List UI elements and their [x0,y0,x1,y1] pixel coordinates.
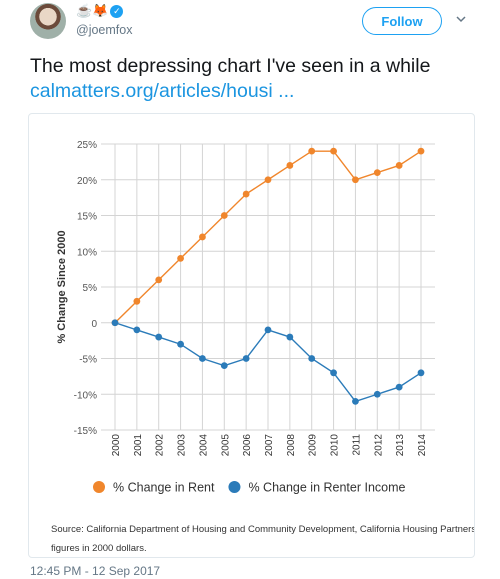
legend-marker [228,481,241,493]
x-tick-label: 2008 [286,434,297,457]
y-tick-label: 5% [83,283,98,294]
y-axis-label: % Change Since 2000 [56,230,68,343]
data-point [220,212,228,219]
data-point [417,369,425,377]
x-tick-label: 2002 [155,434,166,457]
data-point [352,176,359,184]
data-point [242,190,250,198]
y-tick-label: -10% [74,390,97,401]
y-tick-label: -5% [79,355,97,366]
data-point [199,233,206,241]
legend-label: % Change in Renter Income [248,481,405,495]
data-point [133,326,141,334]
data-point [352,398,359,405]
x-tick-label: 2014 [417,434,428,457]
y-tick-label: 25% [77,140,97,151]
x-tick-label: 2011 [351,434,362,456]
data-point [199,355,206,362]
x-tick-label: 2010 [330,434,341,457]
data-point [177,255,184,262]
line-chart: 25% 20% 15% 10% 5% 0 -5% -10% -15% 2000 2001 2002 20… [51,140,474,554]
data-point [395,383,403,391]
tweet-timestamp[interactable]: 12:45 PM - 12 Sep 2017 [30,564,161,578]
data-point [330,147,337,155]
data-point [330,369,337,377]
x-tick-label: 2009 [308,434,319,457]
data-point [111,319,119,327]
data-point [177,340,184,348]
x-tick-label: 2004 [198,434,209,457]
data-point [417,147,425,155]
avatar[interactable] [30,3,66,39]
display-name[interactable]: ☕🦊 ✓ [76,3,124,19]
y-tick-label: 15% [77,212,97,223]
follow-button[interactable]: Follow [362,7,442,35]
source-note: Source: California Department of Housing… [51,524,474,535]
display-name-emoji: ☕🦊 [76,3,109,18]
data-point [133,297,141,305]
data-point [155,333,163,341]
x-tick-label: 2007 [264,434,275,457]
verified-icon: ✓ [110,5,124,18]
legend-label: % Change in Rent [113,481,215,495]
x-tick-label: 2006 [242,434,253,457]
legend-marker [93,481,105,493]
data-point [242,355,250,362]
data-point [220,362,228,370]
source-note: figures in 2000 dollars. [51,543,147,554]
x-tick-label: 2012 [373,434,384,457]
chart-card[interactable]: 25% 20% 15% 10% 5% 0 -5% -10% -15% 2000 2001 2002 20… [28,113,475,558]
data-point [264,176,272,184]
y-tick-label: 10% [77,247,97,258]
data-point [395,162,403,169]
data-point [373,169,381,176]
x-tick-label: 2001 [133,434,144,457]
y-tick-label: 20% [77,176,97,187]
data-point [373,390,381,398]
data-point [308,355,316,362]
data-point [286,162,294,169]
data-point [155,276,163,284]
data-point [264,326,272,334]
y-tick-label: 0 [91,319,97,330]
x-tick-label: 2003 [177,434,188,457]
y-tick-label: -15% [74,426,97,437]
chevron-down-icon[interactable] [455,13,467,25]
user-handle[interactable]: @joemfox [76,23,133,37]
tweet-header: ☕🦊 ✓ @joemfox Follow [0,0,500,46]
data-point [286,333,294,341]
x-tick-label: 2000 [111,434,122,457]
x-tick-label: 2013 [395,434,406,457]
data-point [308,147,316,155]
article-link[interactable]: calmatters.org/articles/housi ... [30,80,295,102]
tweet-text: The most depressing chart I've seen in a… [30,55,431,77]
x-tick-label: 2005 [220,434,231,457]
